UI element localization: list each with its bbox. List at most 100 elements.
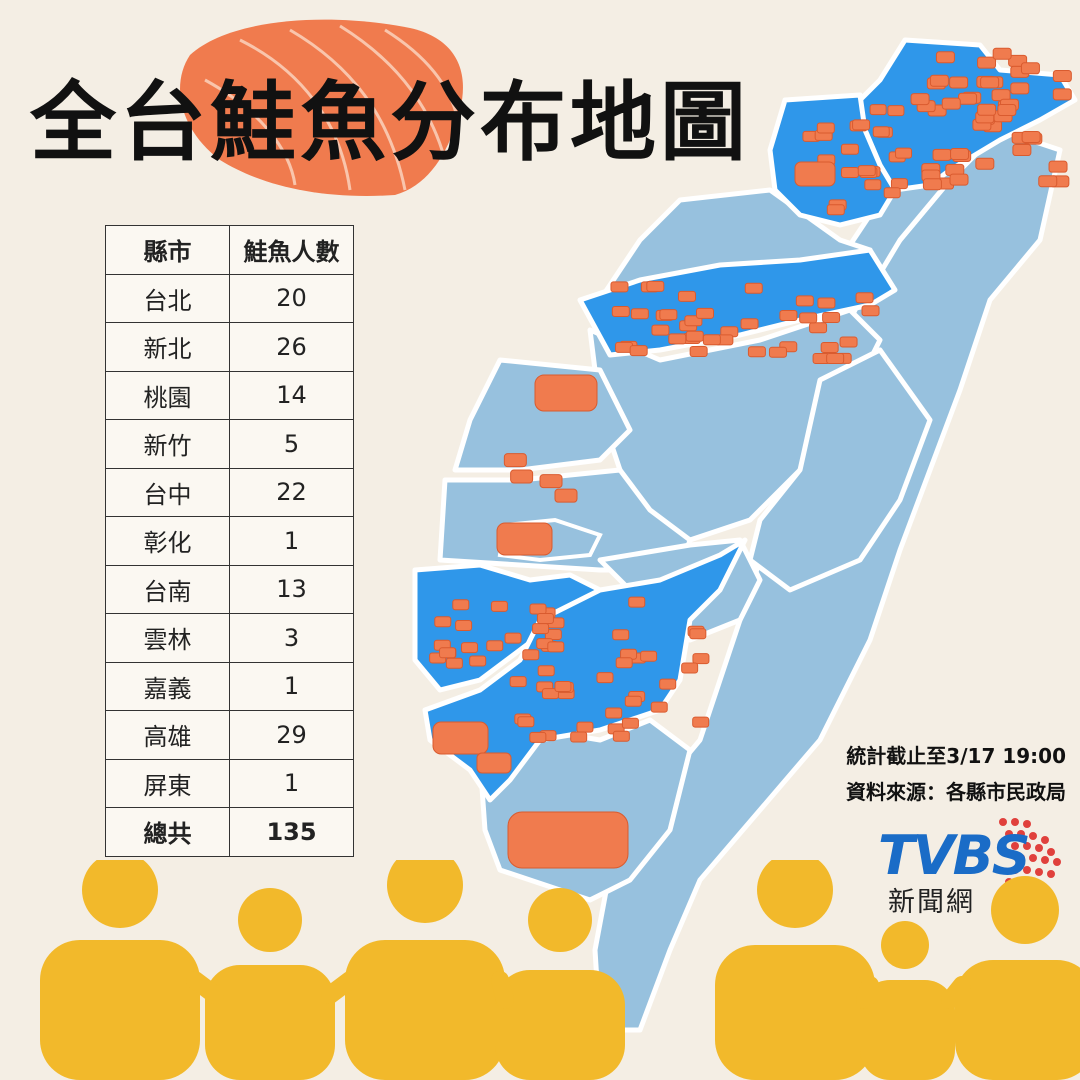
- salmon-count-table: 縣市 鮭魚人數 台北 20 新北 26 桃園 14 新竹 5 台中 22 彰化 1 台南 13 雲林 3 嘉義 1…: [105, 225, 354, 857]
- salmon-icon: [747, 346, 766, 358]
- salmon-icon: [857, 165, 876, 177]
- salmon-icon: [517, 716, 535, 728]
- salmon-icon: [840, 166, 859, 178]
- salmon-icon: [740, 318, 759, 330]
- salmon-icon: [651, 324, 670, 336]
- salmon-icon: [1021, 130, 1041, 143]
- table-row: 台中 22: [105, 467, 354, 517]
- salmon-icon: [1052, 70, 1072, 83]
- salmon-icon: [1010, 82, 1030, 95]
- map-region-kaohsiung: [422, 537, 748, 803]
- salmon-icon: [460, 642, 478, 654]
- table-body: 台北 20 新北 26 桃園 14 新竹 5 台中 22 彰化 1 台南 13 雲林 3 嘉義 1 高雄 29 屏東 1 總…: [105, 273, 354, 857]
- salmon-icon: [629, 345, 648, 357]
- salmon-icon: [677, 290, 696, 302]
- column-header-county: 縣市: [105, 225, 230, 275]
- salmon-icon: [1048, 160, 1068, 173]
- salmon-icon: [1020, 62, 1040, 75]
- map-region-nantou: [747, 347, 933, 593]
- salmon-icon: [816, 122, 835, 134]
- salmon-icon: [910, 93, 930, 106]
- salmon-icon: [507, 811, 629, 869]
- county-cell: 台北: [105, 273, 230, 323]
- salmon-icon: [799, 312, 818, 324]
- salmon-icon: [822, 311, 841, 323]
- person-icon: [715, 860, 875, 1080]
- salmon-icon: [490, 600, 508, 612]
- salmon-icon: [744, 282, 763, 294]
- count-cell: 5: [229, 419, 354, 469]
- county-cell: 台中: [105, 467, 230, 517]
- salmon-icon: [795, 295, 814, 307]
- salmon-icon: [839, 336, 858, 348]
- salmon-icon: [768, 346, 787, 358]
- salmon-icon: [692, 716, 710, 728]
- salmon-icon: [529, 731, 547, 743]
- salmon-icon: [445, 657, 463, 669]
- salmon-icon: [452, 599, 470, 611]
- salmon-icon: [1052, 88, 1072, 101]
- salmon-icon: [826, 352, 845, 364]
- person-icon: [205, 888, 335, 1080]
- salmon-icon: [689, 628, 707, 640]
- salmon-icon: [685, 330, 704, 342]
- salmon-icon: [624, 695, 642, 707]
- salmon-icon: [640, 650, 658, 662]
- county-cell: 新北: [105, 322, 230, 372]
- table-row: 桃園 14: [105, 370, 354, 420]
- count-cell: 22: [229, 467, 354, 517]
- salmon-icon: [529, 603, 547, 615]
- table-row: 高雄 29: [105, 710, 354, 760]
- salmon-icon: [605, 707, 623, 719]
- person-icon: [345, 860, 505, 1080]
- salmon-icon: [980, 76, 1000, 89]
- salmon-icon: [554, 680, 572, 692]
- salmon-icon: [534, 374, 598, 412]
- salmon-icon: [434, 616, 452, 628]
- table-row: 新竹 5: [105, 419, 354, 469]
- salmon-icon: [890, 178, 908, 190]
- salmon-icon: [949, 76, 969, 89]
- salmon-icon: [997, 104, 1017, 117]
- salmon-icon: [794, 161, 836, 187]
- salmon-icon: [615, 657, 633, 669]
- count-cell: 20: [229, 273, 354, 323]
- salmon-icon: [628, 596, 646, 608]
- county-cell: 台南: [105, 564, 230, 614]
- total-label-cell: 總共: [105, 807, 230, 857]
- total-count-cell: 135: [229, 807, 354, 857]
- table-row: 嘉義 1: [105, 661, 354, 711]
- count-cell: 3: [229, 613, 354, 663]
- source-note: 資料來源：各縣市民政局: [846, 780, 1066, 804]
- salmon-icon: [887, 105, 905, 117]
- count-cell: 13: [229, 564, 354, 614]
- table-row: 新北 26: [105, 322, 354, 372]
- salmon-icon: [469, 655, 487, 667]
- count-cell: 1: [229, 661, 354, 711]
- county-cell: 雲林: [105, 613, 230, 663]
- footnote: 統計截止至3/17 19:00 資料來源：各縣市民政局: [760, 738, 1080, 810]
- table-row: 台北 20: [105, 273, 354, 323]
- salmon-icon: [668, 333, 687, 345]
- column-header-count: 鮭魚人數: [229, 225, 354, 275]
- salmon-icon: [922, 178, 942, 191]
- county-cell: 高雄: [105, 710, 230, 760]
- salmon-icon: [929, 74, 949, 87]
- person-icon: [860, 921, 955, 1080]
- count-cell: 26: [229, 322, 354, 372]
- salmon-icon: [1038, 175, 1058, 188]
- logo-subtitle: 新聞網: [888, 887, 975, 918]
- salmon-icon: [547, 641, 565, 653]
- cutoff-note: 統計截止至3/17 19:00: [846, 744, 1066, 768]
- salmon-icon: [496, 522, 553, 556]
- page-title: 全台鮭魚分布地圖: [30, 73, 750, 173]
- table-row: 彰化 1: [105, 516, 354, 566]
- salmon-icon: [855, 292, 874, 304]
- tvbs-logo: TVBS 新聞網: [878, 812, 1068, 922]
- salmon-icon: [509, 676, 527, 688]
- salmon-icon: [817, 297, 836, 309]
- salmon-icon: [659, 309, 678, 321]
- salmon-icon: [532, 623, 550, 635]
- salmon-icon: [932, 148, 952, 161]
- salmon-icon: [935, 51, 955, 64]
